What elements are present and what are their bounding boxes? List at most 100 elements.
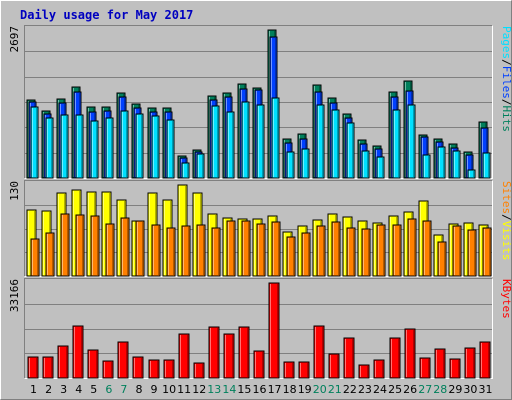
legend-item-3: /	[500, 99, 512, 106]
bar-pages	[166, 119, 175, 179]
day-4-bars	[71, 86, 84, 179]
day-label: 22	[343, 383, 357, 396]
bar-sites-body	[331, 221, 341, 277]
bar-kbytes-body	[358, 364, 370, 379]
bar-kbytes-body	[72, 325, 84, 379]
bar-pages-body	[135, 113, 144, 179]
bar-sites-body	[241, 220, 251, 277]
bar-pages-body	[226, 111, 235, 179]
bar-kbytes	[238, 326, 250, 379]
legend-item-0: KBytes	[500, 279, 512, 319]
bar-sites-body	[346, 227, 356, 277]
day-label: 5	[90, 383, 97, 396]
bar-kbytes-body	[298, 361, 310, 379]
bar-sites	[166, 227, 176, 277]
bar-kbytes-body	[208, 326, 220, 379]
bar-kbytes-body	[404, 328, 416, 379]
day-3-bars	[56, 192, 70, 277]
day-23-bars	[357, 220, 371, 277]
day-6-bars	[101, 106, 114, 179]
day-1-bars	[26, 99, 39, 179]
bar-kbytes	[268, 282, 280, 379]
bar-kbytes	[404, 328, 416, 379]
day-2-bars	[41, 110, 54, 179]
day-label: 26	[403, 383, 417, 396]
day-label: 15	[237, 383, 251, 396]
bar-pages-body	[361, 150, 370, 179]
legend-item-2: Files	[500, 66, 512, 99]
legend-item-0: Sites	[500, 181, 512, 214]
day-18-bars	[283, 361, 295, 379]
bar-kbytes-body	[268, 282, 280, 379]
bar-pages	[196, 153, 205, 179]
bar-pages-body	[467, 169, 476, 179]
day-16-bars	[253, 350, 265, 379]
day-25-bars	[388, 215, 402, 277]
day-5-bars	[86, 191, 100, 277]
day-19-bars	[298, 361, 310, 379]
day-16-bars	[252, 218, 266, 277]
day-8-bars	[132, 356, 144, 379]
bar-pages-body	[45, 117, 54, 179]
bar-kbytes	[479, 341, 491, 379]
day-16-bars	[252, 87, 265, 179]
bar-kbytes-body	[132, 356, 144, 379]
bar-kbytes-body	[449, 358, 461, 379]
day-17-bars	[267, 29, 280, 179]
bar-kbytes-body	[178, 333, 190, 379]
legend-item-4: Hits	[500, 106, 512, 133]
bar-sites	[241, 220, 251, 277]
legend-label: KBytes	[500, 279, 512, 319]
bar-kbytes	[163, 359, 175, 379]
day-label: 24	[373, 383, 387, 396]
bar-kbytes	[148, 359, 160, 379]
day-21-bars	[327, 97, 340, 179]
bar-pages	[316, 104, 325, 179]
day-label: 1	[30, 383, 37, 396]
day-label: 28	[433, 383, 447, 396]
day-label: 19	[298, 383, 312, 396]
day-3-bars	[56, 98, 69, 179]
bar-sites-body	[166, 227, 176, 277]
day-8-bars	[131, 103, 144, 179]
bar-kbytes-body	[148, 359, 160, 379]
day-label: 6	[105, 383, 112, 396]
bar-kbytes-body	[419, 357, 431, 379]
bar-kbytes	[343, 337, 355, 379]
bar-pages-body	[452, 150, 461, 179]
bar-sites	[331, 221, 341, 277]
bar-kbytes	[358, 364, 370, 379]
bar-kbytes	[223, 333, 235, 379]
bar-kbytes	[449, 358, 461, 379]
day-29-bars	[449, 358, 461, 379]
bar-sites	[271, 221, 281, 277]
day-25-bars	[389, 337, 401, 379]
day-label: 27	[418, 383, 432, 396]
bar-kbytes-body	[389, 337, 401, 379]
day-31-bars	[478, 121, 491, 179]
day-2-bars	[41, 210, 55, 277]
bar-kbytes-body	[434, 348, 446, 379]
bar-pages	[361, 150, 370, 179]
day-13-bars	[207, 213, 221, 277]
bar-pages	[271, 97, 280, 179]
bar-pages-body	[105, 117, 114, 179]
bar-kbytes	[208, 326, 220, 379]
bar-kbytes-body	[464, 347, 476, 379]
bar-sites-body	[45, 232, 55, 277]
bar-pages-body	[166, 119, 175, 179]
bar-pages-body	[256, 104, 265, 179]
day-13-bars	[207, 95, 220, 179]
bar-sites-body	[105, 223, 115, 277]
bar-sites-body	[467, 229, 477, 277]
day-1-bars	[26, 209, 40, 277]
day-13-bars	[208, 326, 220, 379]
day-axis-labels: 1 2 3 4 5 6 7 8 9 10 11 12 13 14 15 16 17 18 19 20 21 22 23 24 2…	[30, 383, 492, 396]
bar-pages-body	[346, 122, 355, 179]
bar-sites	[181, 225, 191, 277]
day-label: 9	[151, 383, 158, 396]
bar-kbytes-body	[57, 345, 69, 379]
day-label: 16	[253, 383, 267, 396]
day-5-bars	[87, 349, 99, 379]
